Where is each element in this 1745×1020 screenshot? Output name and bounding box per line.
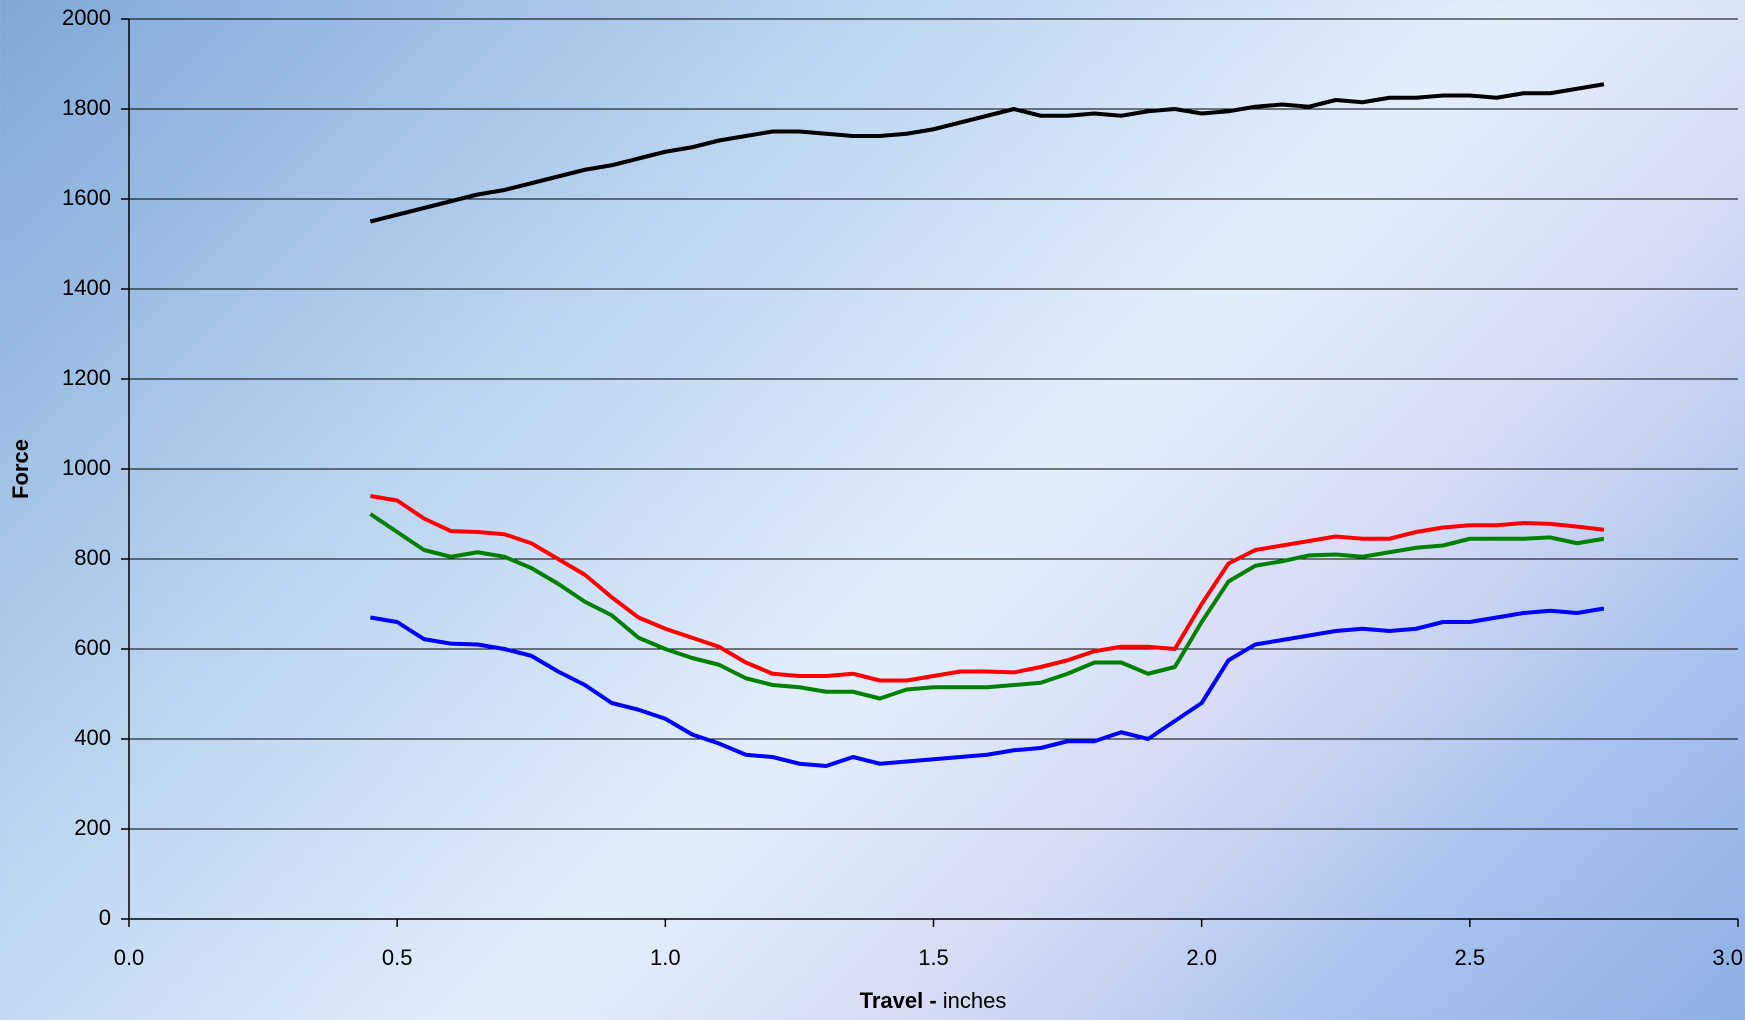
x-tick-label: 2.0: [1186, 945, 1217, 970]
x-axis-label-unit: inches: [943, 988, 1007, 1013]
y-tick-label: 1000: [62, 455, 111, 480]
y-axis-label: Force: [8, 439, 33, 499]
x-tick-label: 0.0: [114, 945, 145, 970]
y-tick-label: 400: [74, 725, 111, 750]
series-line: [370, 84, 1604, 221]
y-tick-label: 1400: [62, 275, 111, 300]
x-tick-label: 1.0: [650, 945, 681, 970]
y-tick-label: 1600: [62, 185, 111, 210]
x-tick-label: 2.5: [1455, 945, 1486, 970]
y-tick-label: 0: [99, 905, 111, 930]
y-tick-label: 1200: [62, 365, 111, 390]
chart: Force Travel - inches 0 200 400 600 800 1000 1…: [0, 0, 1745, 1020]
page: Force Travel - inches 0 200 400 600 800 1000 1…: [0, 0, 1745, 1020]
x-axis-label-main: Travel -: [860, 988, 937, 1013]
x-tick-label: 3.0: [1712, 945, 1743, 970]
y-tick-label: 200: [74, 815, 111, 840]
series-line: [370, 496, 1604, 681]
y-tick-label: 800: [74, 545, 111, 570]
x-tick-label: 1.5: [918, 945, 949, 970]
x-tick-label: 0.5: [382, 945, 413, 970]
x-axis-label: Travel - inches: [860, 988, 1007, 1013]
y-tick-label: 600: [74, 635, 111, 660]
y-tick-label: 2000: [62, 5, 111, 30]
y-tick-label: 1800: [62, 95, 111, 120]
